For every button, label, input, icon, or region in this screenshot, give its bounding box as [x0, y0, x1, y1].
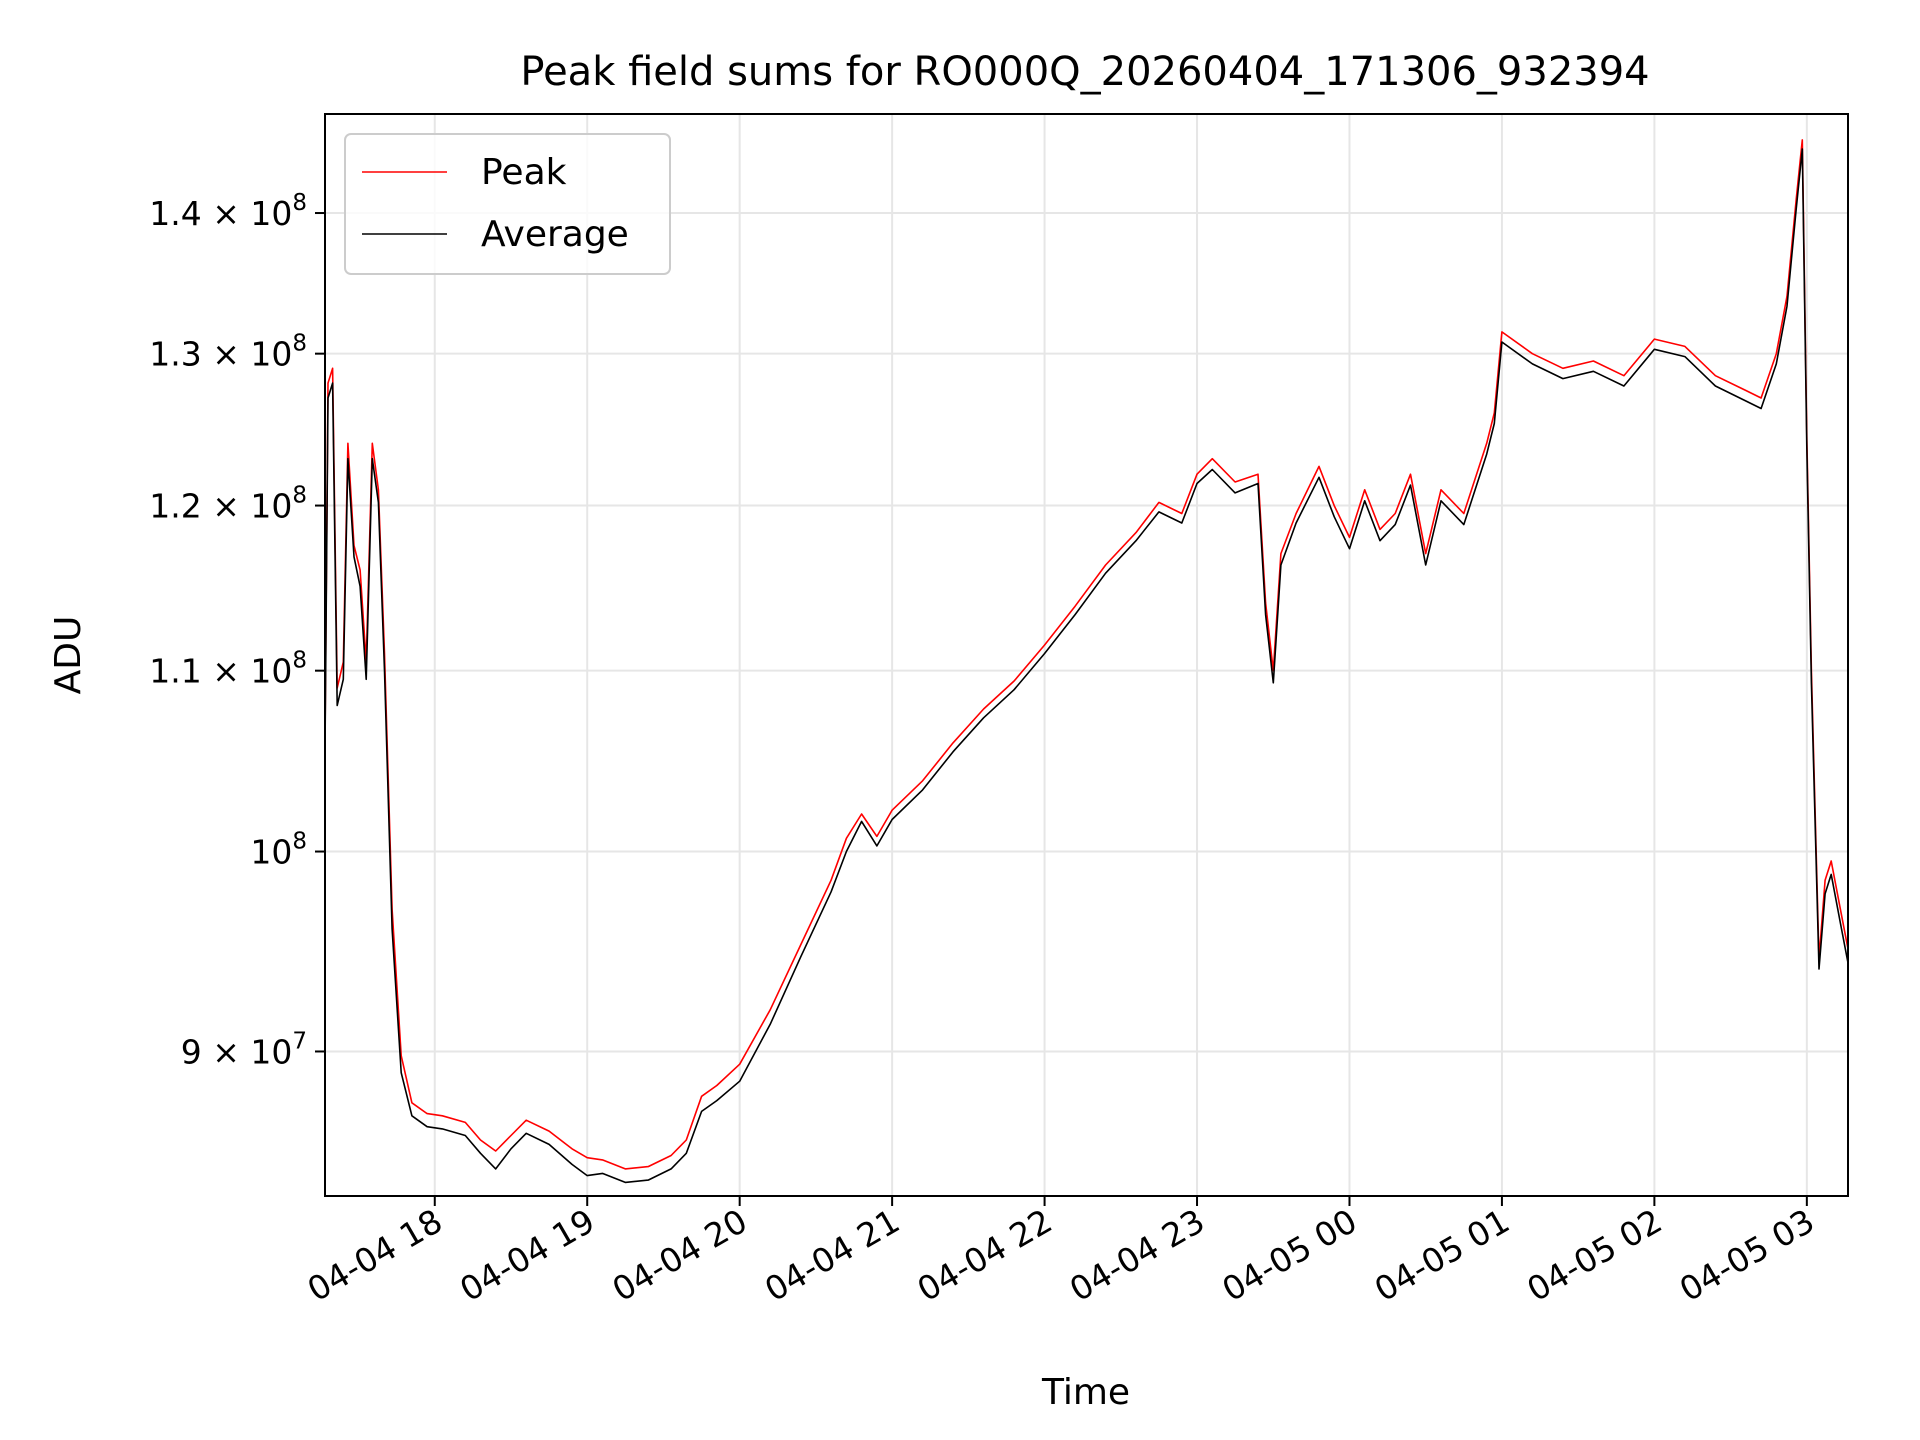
chart-title: Peak field sums for RO000Q_20260404_1713…: [520, 49, 1649, 95]
y-tick-label: 9 × 107: [181, 1028, 307, 1071]
y-tick-label: 108: [250, 829, 307, 872]
legend-box: [344, 133, 671, 275]
y-axis-ticks: 9 × 107 108 1.1 × 108 1.2 × 108 1.3 × 108 1.4…: [149, 190, 325, 1071]
legend: Peak Average: [344, 133, 671, 275]
y-axis-label: ADU: [48, 616, 89, 695]
series-line-average: [324, 148, 1849, 1184]
legend-label-average: Average: [481, 214, 629, 255]
y-tick-label: 1.2 × 108: [149, 483, 307, 526]
series-line-peak: [324, 139, 1849, 1170]
x-axis-label: Time: [1041, 1372, 1130, 1413]
y-tick-label: 1.1 × 108: [149, 648, 307, 691]
legend-label-peak: Peak: [481, 152, 567, 193]
plot-series: [324, 139, 1849, 1184]
plot-frame: [324, 113, 1849, 1197]
y-tick-label: 1.3 × 108: [149, 331, 307, 374]
y-tick-label: 1.4 × 108: [149, 190, 307, 233]
